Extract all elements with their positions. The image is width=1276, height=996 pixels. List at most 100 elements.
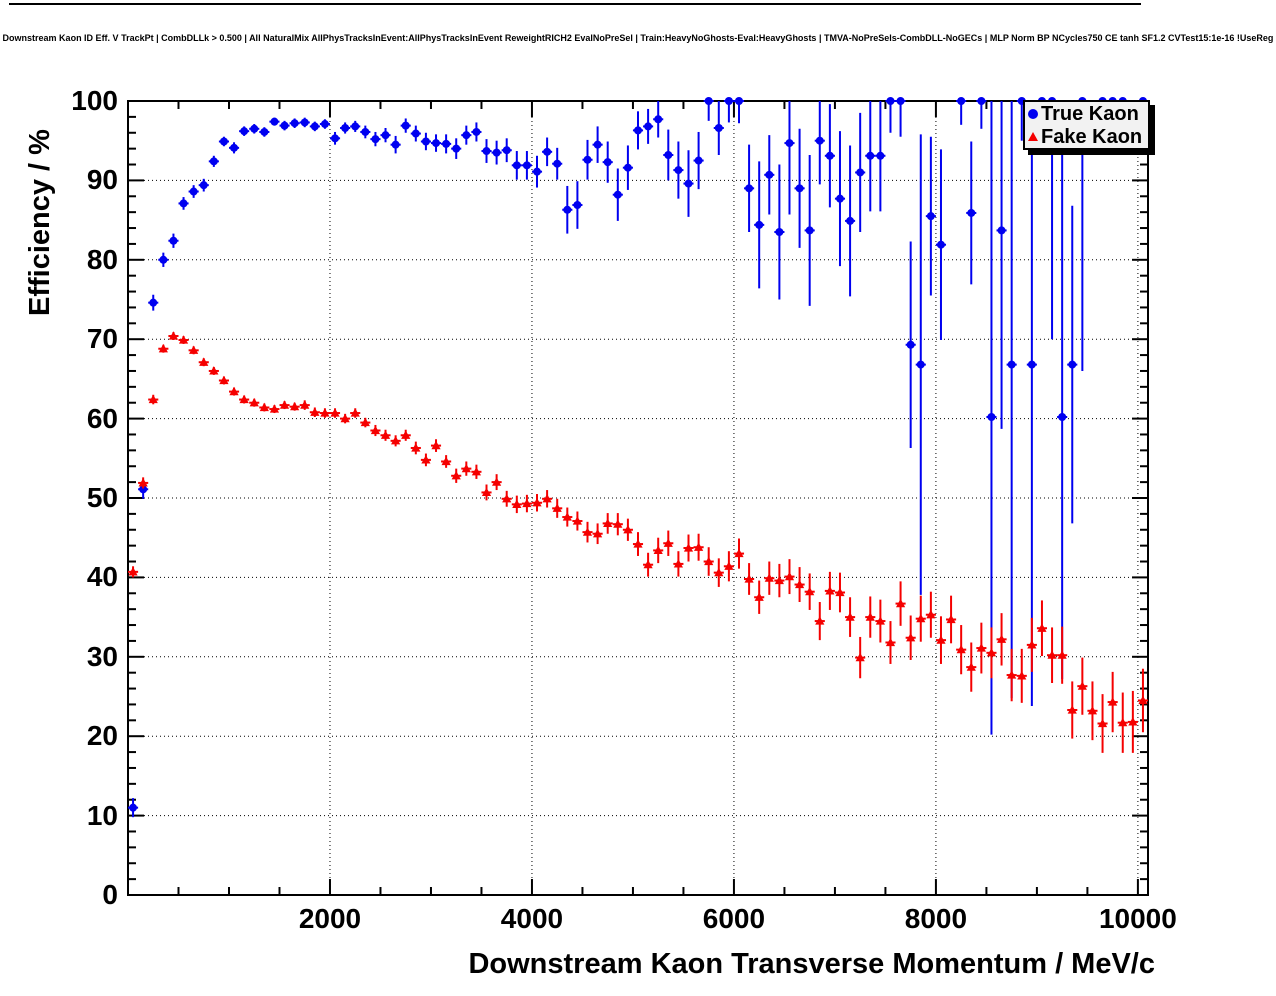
data-point	[340, 122, 351, 134]
x-tick-label-6000: 6000	[702, 903, 766, 934]
data-point	[309, 407, 320, 418]
data-point	[430, 439, 442, 452]
y-tick-label-60: 60	[86, 402, 118, 434]
data-point	[956, 625, 967, 675]
y-tick-label-50: 50	[86, 482, 118, 513]
data-point	[542, 137, 553, 167]
x-tick-label-10000: 10000	[1098, 903, 1177, 934]
data-point	[946, 595, 957, 644]
data-point	[855, 112, 866, 233]
data-point	[269, 404, 280, 414]
data-point	[764, 135, 775, 215]
data-point	[966, 141, 977, 285]
y-axis-title: Efficiency / %	[24, 129, 56, 316]
x-tick-label-4000: 4000	[500, 903, 564, 934]
data-point	[572, 181, 583, 229]
data-point	[733, 97, 745, 124]
data-point	[1067, 205, 1078, 524]
data-point	[410, 125, 421, 142]
data-point	[834, 131, 846, 267]
data-point	[804, 154, 815, 306]
y-tick-label-90: 90	[86, 164, 118, 196]
data-point	[319, 408, 330, 418]
data-point	[249, 124, 260, 134]
data-point	[905, 615, 916, 660]
data-point	[531, 155, 543, 188]
data-point	[784, 559, 795, 595]
data-point	[390, 435, 401, 447]
data-point	[279, 400, 290, 410]
data-point	[370, 424, 381, 437]
data-point	[562, 185, 573, 234]
data-point	[814, 602, 825, 641]
data-point	[1137, 668, 1148, 733]
data-point	[966, 642, 977, 692]
data-point	[784, 101, 795, 215]
y-tick-label-100: 100	[71, 85, 118, 116]
data-point	[471, 464, 482, 479]
data-point	[774, 563, 785, 598]
data-point	[602, 141, 613, 183]
data-point	[885, 97, 896, 133]
data-point	[289, 118, 300, 128]
plot-title: Downstream Kaon ID Eff. V TrackPt | Comb…	[2, 33, 1274, 43]
data-point	[602, 513, 613, 534]
data-point	[158, 252, 169, 267]
series-fake-kaon	[128, 331, 1148, 753]
data-point	[824, 571, 835, 610]
data-point	[713, 558, 724, 587]
data-point	[208, 366, 219, 375]
data-point	[855, 636, 866, 679]
y-tick-label-30: 30	[86, 640, 118, 672]
data-point	[400, 118, 411, 133]
data-point	[501, 138, 512, 163]
data-point	[511, 151, 522, 180]
data-point	[663, 129, 674, 181]
data-point	[582, 521, 593, 543]
y-tick-label-40: 40	[86, 561, 118, 593]
data-point	[925, 591, 936, 638]
data-point	[491, 474, 502, 491]
data-point	[956, 97, 967, 125]
data-point	[824, 104, 835, 208]
data-point	[289, 401, 300, 411]
data-point	[441, 455, 452, 468]
data-point	[390, 135, 401, 154]
data-point	[360, 125, 371, 139]
data-point	[1006, 101, 1017, 699]
data-point	[612, 513, 623, 536]
data-point	[138, 477, 149, 489]
data-point	[531, 494, 543, 512]
data-point	[693, 533, 704, 561]
data-point	[178, 335, 189, 344]
data-point	[885, 621, 896, 664]
data-point	[976, 97, 987, 129]
fake-kaon-marker-icon	[1028, 132, 1038, 141]
legend-row-true-kaon: True Kaon	[1025, 102, 1148, 125]
y-tick-label-80: 80	[86, 243, 118, 275]
data-point	[158, 343, 169, 353]
data-point	[622, 518, 633, 541]
data-point	[834, 572, 846, 613]
data-point	[188, 345, 199, 355]
data-point	[370, 131, 381, 147]
data-point	[269, 117, 280, 126]
data-point	[905, 241, 916, 448]
data-point	[794, 128, 805, 248]
legend: True Kaon Fake Kaon	[1023, 100, 1150, 150]
data-point	[461, 461, 472, 476]
data-point	[1097, 694, 1108, 753]
data-point	[845, 597, 856, 637]
data-point	[249, 397, 260, 407]
data-point	[996, 101, 1007, 429]
data-point	[239, 126, 250, 136]
data-point	[1016, 648, 1027, 703]
data-point	[572, 511, 583, 531]
data-point	[713, 101, 724, 155]
data-point	[329, 408, 341, 418]
data-point	[552, 147, 563, 180]
data-point	[1047, 627, 1058, 684]
data-point	[299, 117, 310, 128]
gridlines	[128, 101, 1148, 895]
